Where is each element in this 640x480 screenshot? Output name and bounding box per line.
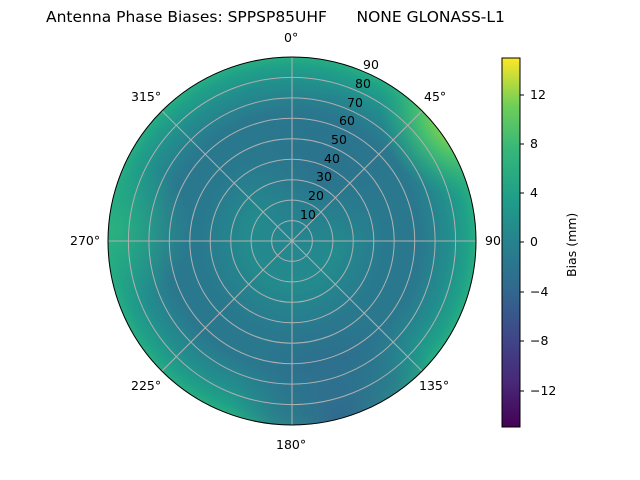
colorbar-label: Bias (mm) <box>564 212 579 277</box>
cb-tick-neg12: −12 <box>530 383 557 398</box>
cb-tick-0: 0 <box>530 234 538 249</box>
theta-label-225: 225° <box>131 378 162 393</box>
cb-tick-neg4: −4 <box>530 284 549 299</box>
colorbar-ticks <box>520 94 524 392</box>
r-label-50: 50 <box>331 132 347 147</box>
polar-frame <box>107 56 477 426</box>
chart-title: Antenna Phase Biases: SPPSP85UHF NONE GL… <box>46 8 505 26</box>
r-label-60: 60 <box>339 113 355 128</box>
r-label-30: 30 <box>316 169 332 184</box>
r-label-40: 40 <box>324 151 340 166</box>
cb-tick-12: 12 <box>530 87 546 102</box>
colorbar <box>501 57 521 428</box>
theta-label-135: 135° <box>419 378 450 393</box>
cb-tick-8: 8 <box>530 136 538 151</box>
theta-label-90: 90 <box>485 233 501 248</box>
polar-grid <box>108 57 476 425</box>
theta-label-0: 0° <box>284 30 299 45</box>
r-label-20: 20 <box>308 188 324 203</box>
r-label-90: 90 <box>363 57 379 72</box>
theta-label-270: 270° <box>70 233 101 248</box>
r-label-80: 80 <box>355 76 371 91</box>
theta-label-315: 315° <box>131 89 162 104</box>
cb-tick-neg8: −8 <box>530 333 549 348</box>
theta-label-180: 180° <box>276 437 307 452</box>
r-label-70: 70 <box>347 95 363 110</box>
cb-tick-4: 4 <box>530 185 538 200</box>
theta-label-45: 45° <box>424 89 447 104</box>
r-label-10: 10 <box>300 207 316 222</box>
